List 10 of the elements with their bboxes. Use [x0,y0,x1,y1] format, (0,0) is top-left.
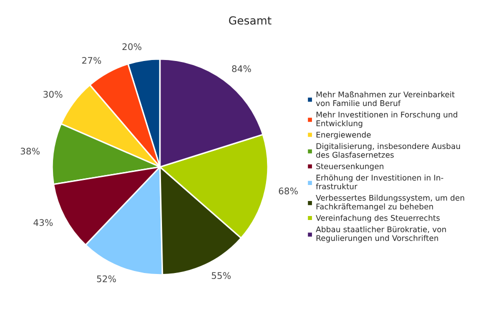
data-label: 43% [34,219,53,226]
data-label: 52% [97,275,116,282]
data-label: 27% [82,56,102,64]
data-label: 55% [212,272,231,279]
data-label: 84% [232,65,252,72]
data-label: 38% [20,148,40,155]
data-label: 68% [278,188,298,194]
data-label: 20% [122,43,142,50]
chart-title: Gesamt [229,16,272,25]
data-label: 30% [43,90,62,98]
